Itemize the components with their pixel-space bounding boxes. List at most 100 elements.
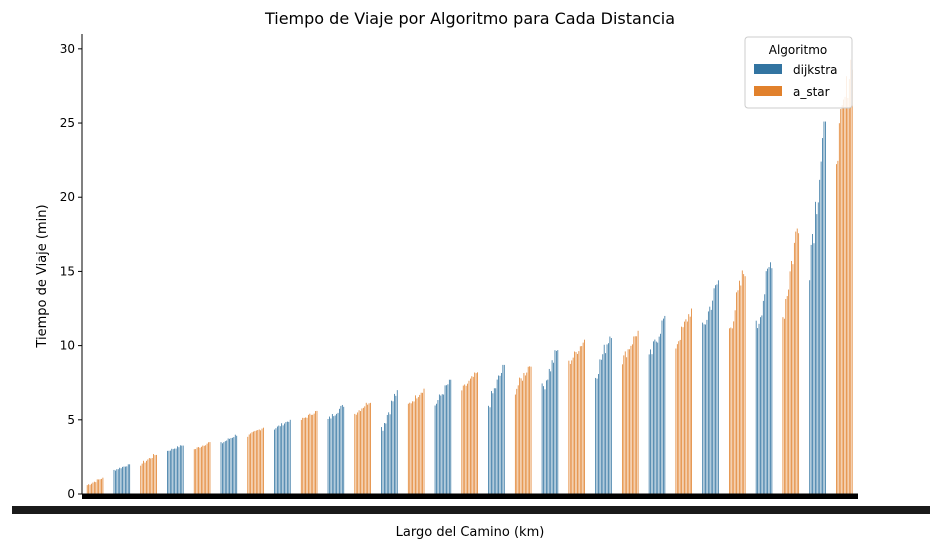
bar-dijkstra-10-7 — [658, 336, 660, 494]
bar-dijkstra-12-11 — [771, 268, 773, 494]
bar-a_star-7-11 — [477, 372, 478, 494]
bar-a_star-2-4 — [199, 447, 201, 494]
bar-a_star-13-10 — [796, 228, 798, 495]
bar-dijkstra-10-9 — [661, 320, 663, 494]
bar-a_star-6-0 — [407, 403, 409, 494]
bar-dijkstra-4-3 — [331, 414, 333, 494]
bar-a_star-4-7 — [310, 414, 312, 494]
bar-a_star-1-9 — [153, 454, 154, 494]
series-dijkstra-bars — [113, 121, 826, 495]
bar-dijkstra-7-7 — [498, 375, 499, 494]
bar-dijkstra-12-0 — [755, 320, 757, 494]
bar-a_star-14-11 — [851, 69, 853, 494]
bar-dijkstra-9-5 — [602, 354, 604, 494]
bar-dijkstra-12-2 — [758, 323, 760, 494]
bar-dijkstra-8-1 — [543, 386, 544, 494]
bar-dijkstra-9-6 — [603, 344, 605, 494]
bar-dijkstra-8-3 — [545, 380, 547, 494]
bar-dijkstra-11-8 — [713, 288, 715, 494]
bar-dijkstra-12-5 — [762, 300, 764, 494]
bar-a_star-6-3 — [412, 401, 413, 494]
bar-dijkstra-6-9 — [447, 384, 449, 494]
bar-dijkstra-6-6 — [443, 394, 445, 494]
bar-dijkstra-7-10 — [502, 364, 504, 494]
bar-a_star-0-1 — [88, 484, 90, 494]
bar-a_star-5-3 — [358, 410, 360, 494]
bar-a_star-9-9 — [581, 346, 583, 494]
bar-dijkstra-5-3 — [385, 423, 387, 494]
bar-dijkstra-5-10 — [395, 395, 397, 494]
bar-a_star-6-8 — [419, 394, 421, 494]
bar-dijkstra-3-1 — [275, 428, 277, 494]
bar-dijkstra-9-0 — [595, 377, 597, 494]
bar-a_star-4-8 — [312, 414, 314, 494]
bar-a_star-4-3 — [305, 417, 306, 494]
bar-dijkstra-12-7 — [765, 271, 767, 494]
bar-a_star-9-7 — [578, 351, 580, 494]
bar-dijkstra-4-10 — [341, 404, 343, 494]
bar-a_star-1-6 — [148, 458, 150, 494]
bar-dijkstra-5-11 — [396, 390, 398, 494]
bar-a_star-9-6 — [577, 353, 578, 494]
bar-a_star-2-10 — [208, 442, 209, 494]
bar-a_star-10-5 — [629, 349, 630, 494]
bar-dijkstra-11-1 — [703, 324, 705, 494]
bar-a_star-3-1 — [248, 434, 250, 494]
bar-a_star-0-5 — [93, 481, 95, 494]
bar-a_star-13-2 — [785, 298, 787, 494]
bar-dijkstra-2-5 — [227, 438, 229, 494]
bar-dijkstra-11-0 — [702, 322, 704, 494]
bar-dijkstra-5-4 — [386, 414, 388, 494]
bar-dijkstra-11-6 — [710, 309, 712, 494]
bar-a_star-1-3 — [144, 462, 146, 494]
bar-a_star-0-9 — [99, 479, 101, 494]
bar-dijkstra-1-4 — [172, 449, 174, 494]
bar-a_star-8-10 — [529, 366, 531, 494]
bar-dijkstra-8-5 — [548, 368, 550, 494]
bar-dijkstra-0-5 — [120, 468, 122, 494]
bar-a_star-5-6 — [362, 407, 364, 494]
bar-a_star-1-7 — [150, 458, 152, 494]
bar-a_star-14-0 — [836, 164, 837, 494]
bar-dijkstra-2-10 — [234, 434, 236, 494]
bar-a_star-10-3 — [626, 357, 628, 494]
bar-a_star-10-2 — [624, 351, 626, 494]
bar-dijkstra-0-7 — [123, 466, 125, 494]
bar-dijkstra-0-11 — [129, 464, 131, 494]
bar-a_star-1-1 — [141, 463, 143, 494]
bar-dijkstra-4-5 — [334, 415, 336, 494]
bar-a_star-3-10 — [261, 428, 263, 494]
bar-a_star-12-0 — [729, 328, 730, 494]
y-tick-label-25: 25 — [60, 116, 75, 130]
y-axis: 0 5 10 15 20 25 30 — [60, 34, 83, 501]
bar-a_star-8-6 — [523, 373, 525, 494]
bar-dijkstra-0-6 — [122, 466, 123, 494]
bar-a_star-7-1 — [462, 385, 464, 494]
bar-dijkstra-5-6 — [389, 414, 391, 494]
bar-a_star-5-9 — [367, 404, 369, 494]
bar-a_star-10-9 — [634, 336, 636, 494]
bar-a_star-12-8 — [740, 285, 742, 494]
bar-a_star-9-10 — [582, 342, 584, 494]
bar-dijkstra-1-0 — [167, 450, 168, 494]
bar-dijkstra-12-3 — [760, 317, 761, 494]
bar-dijkstra-9-3 — [599, 359, 601, 494]
bar-dijkstra-13-0 — [809, 280, 811, 494]
bar-dijkstra-5-8 — [392, 401, 394, 494]
bar-a_star-8-4 — [520, 378, 522, 494]
bar-a_star-13-1 — [783, 318, 785, 494]
bar-a_star-6-11 — [423, 388, 425, 494]
bar-a_star-6-2 — [410, 403, 412, 494]
bar-a_star-3-8 — [258, 429, 260, 494]
bar-dijkstra-7-9 — [501, 372, 502, 494]
bar-a_star-3-0 — [247, 436, 249, 494]
bar-a_star-6-7 — [417, 397, 419, 494]
bar-dijkstra-5-0 — [381, 427, 382, 494]
bar-a_star-9-2 — [571, 360, 573, 494]
bar-a_star-2-8 — [205, 445, 207, 494]
bar-dijkstra-13-11 — [825, 121, 826, 495]
y-tick-label-0: 0 — [67, 487, 75, 501]
bar-dijkstra-9-11 — [610, 338, 612, 494]
bar-dijkstra-3-9 — [286, 421, 288, 494]
